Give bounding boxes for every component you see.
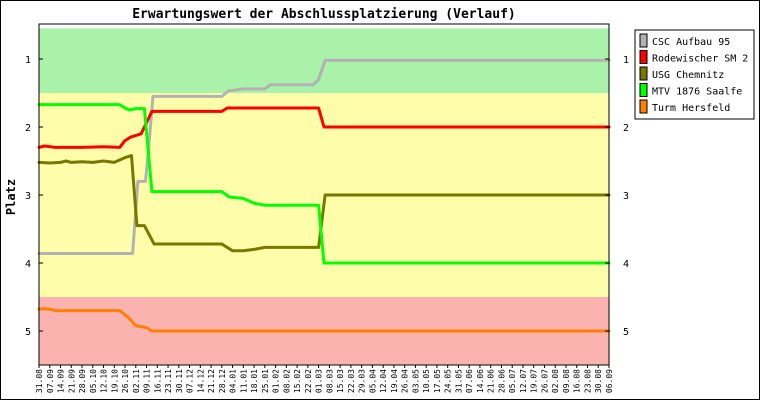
legend-label: CSC Aufbau 95 [652,37,730,48]
y-tick-label-right: 3 [623,191,629,202]
x-tick-label: 02.11 [132,369,141,393]
x-tick-label: 04.01 [229,369,238,393]
legend-swatch [639,66,648,81]
legend-label: MTV 1876 Saalfe [652,87,742,98]
x-tick-label: 14.06 [476,369,485,393]
x-tick-label: 07.09 [46,369,55,393]
y-tick-label-left: 5 [25,327,31,338]
series-line-4 [37,307,611,333]
x-tick-label: 21.09 [67,369,76,393]
y-axis-label: Platz [4,179,18,215]
x-tick-label: 02.08 [551,369,560,393]
legend-swatch [639,33,648,48]
x-tick-label: 09.08 [562,369,571,393]
x-tick-label: 30.11 [175,369,184,393]
x-tick-label: 10.05 [422,369,431,393]
x-tick-label: 08.02 [282,369,291,393]
x-tick-label: 01.03 [315,369,324,393]
y-tick-label-right: 2 [623,123,629,134]
x-tick-label: 11.01 [239,369,248,393]
x-tick-label: 09.11 [143,369,152,393]
x-tick-label: 16.08 [573,369,582,393]
legend-box [634,29,755,120]
legend-swatch [639,99,648,114]
x-tick-label: 17.05 [433,369,442,393]
x-tick-label: 18.01 [250,369,259,393]
x-tick-label: 28.12 [218,369,227,393]
x-tick-label: 24.05 [444,369,453,393]
x-tick-label: 07.06 [465,369,474,393]
x-tick-label: 31.05 [454,369,463,393]
x-tick-label: 05.07 [508,369,517,393]
x-tick-label: 15.02 [293,369,302,393]
x-tick-label: 19.10 [110,369,119,393]
x-tick-label: 03.05 [411,369,420,393]
x-tick-label: 26.04 [401,369,410,393]
series-line-2 [37,154,611,253]
x-tick-label: 12.07 [519,369,528,393]
x-tick-label: 22.03 [347,369,356,393]
x-tick-label: 19.07 [530,369,539,393]
x-tick-label: 21.12 [207,369,216,393]
y-tick-label-left: 4 [25,259,31,270]
x-tick-label: 05.04 [368,369,377,393]
y-tick-label-right: 1 [623,55,629,66]
series-line-3 [37,103,611,265]
x-tick-label: 26.10 [121,369,130,393]
x-tick-label: 28.06 [497,369,506,393]
legend-label: Turm Hersfeld [652,103,730,114]
y-ticks-right: 1 2 3 4 5 [605,55,629,338]
x-tick-label: 21.06 [487,369,496,393]
y-tick-label-left: 1 [25,55,31,66]
x-tick-label: 16.11 [153,369,162,393]
y-tick-label-right: 5 [623,327,629,338]
x-tick-label: 12.10 [100,369,109,393]
x-tick-label: 26.07 [540,369,549,393]
x-tick-label: 12.04 [379,369,388,393]
legend-swatch [639,83,648,97]
x-tick-label: 05.10 [89,369,98,393]
legend-swatch [639,50,648,64]
y-ticks-left: 1 2 3 4 5 [25,55,43,338]
legend: CSC Aufbau 95 Rodewischer SM 2 USG Chemnit… [634,29,755,120]
legend-label: USG Chemnitz [652,70,724,81]
y-tick-label-left: 2 [25,123,31,134]
chart-title: Erwartungswert der Abschlussplatzierung … [132,7,516,22]
x-tick-label: 15.03 [336,369,345,393]
x-tick-label: 22.02 [304,369,313,393]
x-tick-label: 29.03 [358,369,367,393]
x-tick-label: 30.08 [594,369,603,393]
x-tick-label: 28.09 [78,369,87,393]
y-tick-label-left: 3 [25,191,31,202]
x-tick-label: 06.09 [605,369,614,393]
x-tick-label: 07.12 [186,369,195,393]
x-tick-label: 31.08 [35,369,44,393]
x-tick-label: 19.04 [390,369,399,393]
x-tick-label: 14.09 [57,369,66,393]
x-tick-label: 08.03 [325,369,334,393]
x-tick-label: 14.12 [196,369,205,393]
x-tick-label: 23.11 [164,369,173,393]
series-line-1 [37,106,611,149]
x-tick-label: 23.08 [583,369,592,393]
x-tick-label: 01.02 [272,369,281,393]
x-tick-label: 25.01 [261,369,270,393]
x-ticks: 31.08 07.09 14.09 21.09 28.09 05.10 12.10 19.10… [35,365,614,393]
legend-label: Rodewischer SM 2 [652,54,748,65]
y-tick-label-right: 4 [623,259,629,270]
series-lines [37,58,611,333]
